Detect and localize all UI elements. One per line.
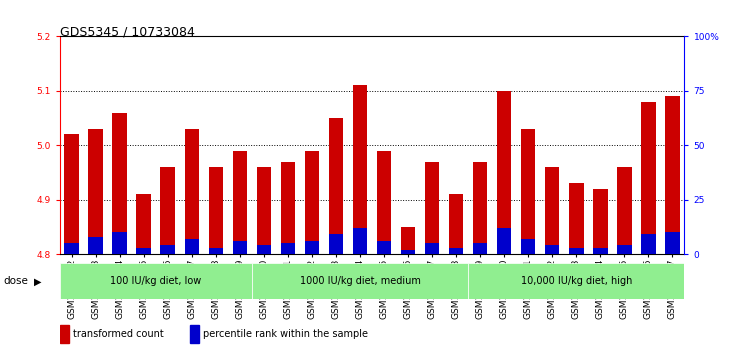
Bar — [425, 243, 439, 254]
Bar — [449, 248, 464, 254]
Text: 100 IU/kg diet, low: 100 IU/kg diet, low — [110, 276, 202, 286]
Bar — [641, 102, 655, 254]
Bar — [280, 243, 295, 254]
Bar — [665, 232, 680, 254]
Bar — [401, 227, 415, 254]
Bar — [473, 243, 487, 254]
Bar — [468, 263, 684, 299]
Bar — [112, 232, 126, 254]
Bar — [353, 85, 368, 254]
Bar — [665, 96, 680, 254]
Text: transformed count: transformed count — [73, 329, 163, 339]
Text: 1000 IU/kg diet, medium: 1000 IU/kg diet, medium — [300, 276, 420, 286]
Bar — [545, 245, 559, 254]
Bar — [497, 228, 511, 254]
Bar — [641, 234, 655, 254]
Bar — [190, 325, 199, 343]
Bar — [64, 134, 79, 254]
Bar — [89, 129, 103, 254]
Bar — [425, 162, 439, 254]
Bar — [208, 248, 223, 254]
Bar — [208, 167, 223, 254]
Bar — [545, 167, 559, 254]
Bar — [161, 167, 175, 254]
Text: 10,000 IU/kg diet, high: 10,000 IU/kg diet, high — [521, 276, 632, 286]
Text: dose: dose — [4, 276, 28, 286]
Bar — [569, 183, 583, 254]
Bar — [569, 248, 583, 254]
Bar — [280, 162, 295, 254]
Bar — [257, 245, 271, 254]
Bar — [233, 241, 247, 254]
Bar — [136, 194, 151, 254]
Bar — [136, 248, 151, 254]
Bar — [60, 263, 251, 299]
Bar — [60, 325, 69, 343]
Bar — [618, 167, 632, 254]
Text: percentile rank within the sample: percentile rank within the sample — [202, 329, 368, 339]
Bar — [593, 248, 608, 254]
Bar — [376, 151, 391, 254]
Bar — [185, 239, 199, 254]
Bar — [618, 245, 632, 254]
Bar — [64, 243, 79, 254]
Bar — [257, 167, 271, 254]
Bar — [473, 162, 487, 254]
Bar — [251, 263, 468, 299]
Bar — [353, 228, 368, 254]
Bar — [329, 234, 343, 254]
Bar — [185, 129, 199, 254]
Text: GDS5345 / 10733084: GDS5345 / 10733084 — [60, 25, 194, 38]
Bar — [89, 237, 103, 254]
Bar — [233, 151, 247, 254]
Bar — [521, 239, 536, 254]
Bar — [449, 194, 464, 254]
Bar — [329, 118, 343, 254]
Bar — [497, 91, 511, 254]
Bar — [521, 129, 536, 254]
Bar — [161, 245, 175, 254]
Bar — [112, 113, 126, 254]
Bar — [593, 189, 608, 254]
Bar — [401, 250, 415, 254]
Bar — [376, 241, 391, 254]
Bar — [305, 151, 319, 254]
Bar — [305, 241, 319, 254]
Text: ▶: ▶ — [33, 276, 41, 286]
